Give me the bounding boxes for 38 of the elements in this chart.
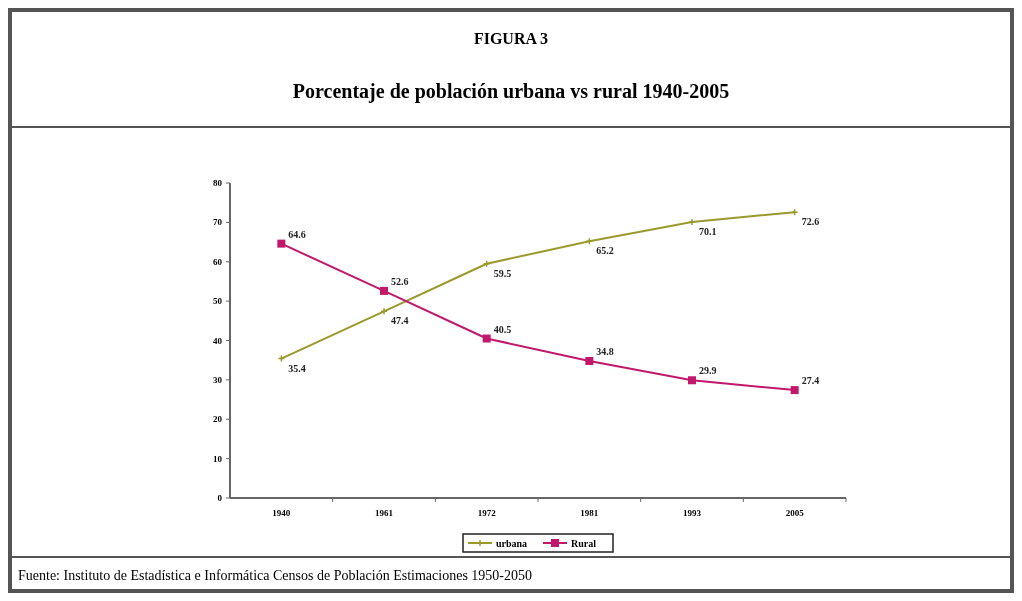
x-tick-label: 2005 xyxy=(785,508,805,518)
x-tick-label: 1981 xyxy=(580,508,599,518)
data-label: 64.6 xyxy=(288,228,306,240)
legend-label: urbana xyxy=(496,538,528,549)
data-label: 29.9 xyxy=(699,365,717,377)
x-tick-label: 1993 xyxy=(683,508,702,518)
chart-subtitle: Porcentaje de población urbana vs rural 1940-2005 xyxy=(292,80,730,103)
y-tick-label: 80 xyxy=(213,178,223,188)
data-label: 65.2 xyxy=(596,245,614,257)
x-tick-label: 1972 xyxy=(477,508,497,518)
data-label: 70.1 xyxy=(699,225,717,237)
data-label: 59.5 xyxy=(493,267,512,279)
data-label: 52.6 xyxy=(391,275,409,287)
point xyxy=(482,334,491,343)
y-tick-label: 60 xyxy=(213,256,223,267)
y-tick-label: 20 xyxy=(213,414,223,425)
point xyxy=(380,286,388,295)
data-label: 40.5 xyxy=(493,323,512,335)
source-note: Fuente: Instituto de Estadística e Informática Censos de Población Estimaciones 1950-2050 xyxy=(18,568,533,583)
chart-title: FIGURA 3 xyxy=(473,30,549,47)
data-label: 47.4 xyxy=(391,315,409,327)
y-tick-label: 50 xyxy=(213,296,223,307)
y-tick-label: 40 xyxy=(213,335,223,346)
point xyxy=(277,239,286,248)
y-tick-label: 10 xyxy=(213,453,223,464)
data-label: 27.4 xyxy=(801,375,820,387)
point xyxy=(790,386,799,395)
y-tick-label: 0 xyxy=(217,493,223,503)
data-label: 72.6 xyxy=(801,216,820,228)
x-tick-label: 1940 xyxy=(272,508,291,518)
y-tick-label: 30 xyxy=(213,374,223,385)
x-tick-label: 1961 xyxy=(375,508,394,518)
data-label: 35.4 xyxy=(288,362,306,374)
legend-label: Rural xyxy=(571,538,597,549)
y-tick-label: 70 xyxy=(213,217,223,228)
point xyxy=(585,356,594,365)
data-label: 34.8 xyxy=(596,345,614,357)
point xyxy=(688,376,696,385)
